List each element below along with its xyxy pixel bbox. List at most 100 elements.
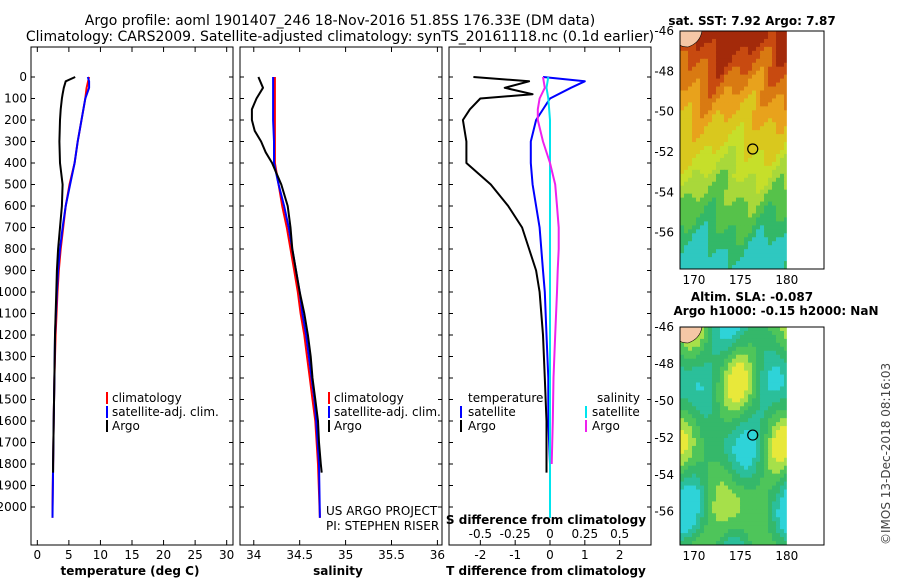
sst-map-cell xyxy=(688,205,693,211)
sla-map-cell xyxy=(772,489,777,495)
sla-map-cell xyxy=(776,457,781,463)
sst-map-cell xyxy=(752,54,757,60)
sst-map-cell xyxy=(716,185,721,191)
sst-map-cell xyxy=(688,253,693,258)
sst-map-cell xyxy=(700,201,705,207)
sst-map-cell xyxy=(764,173,769,179)
sla-map-cell xyxy=(752,501,757,506)
sst-map-cell xyxy=(760,110,765,115)
sla-map-cell xyxy=(712,457,717,463)
sst-map-cell xyxy=(764,261,769,266)
sla-map-cell xyxy=(772,481,777,487)
sla-map-cell xyxy=(760,529,765,534)
sst-map-cell xyxy=(692,130,697,135)
sla-map-cell xyxy=(760,541,765,545)
sst-map-cell xyxy=(692,169,697,175)
sla-map-cell xyxy=(728,414,733,419)
sst-map-cell xyxy=(736,126,741,131)
sla-map-cell xyxy=(692,350,697,356)
sst-map-cell xyxy=(692,150,697,155)
sla-map-cell xyxy=(732,521,737,526)
sst-map-cell xyxy=(728,90,733,96)
sst-map-cell xyxy=(748,78,753,84)
sla-map-cell xyxy=(760,437,765,443)
sst-map-cell xyxy=(680,134,685,139)
sst-map-cell xyxy=(760,42,765,48)
sst-map-cell xyxy=(752,153,757,159)
sst-map-cell xyxy=(708,70,713,76)
sla-map-cell xyxy=(732,426,737,431)
sst-map-cell xyxy=(684,185,689,191)
sst-map-cell xyxy=(704,253,709,258)
sst-map-cell xyxy=(724,161,729,167)
sla-map-cell xyxy=(688,346,693,352)
sst-map-cell xyxy=(752,241,757,246)
sla-map-cell xyxy=(720,422,725,427)
sst-map-cell xyxy=(736,130,741,135)
sst-map-cell xyxy=(748,165,753,171)
sla-map-cell xyxy=(696,533,701,538)
sla-map-cell xyxy=(780,390,785,395)
sst-map-cell xyxy=(744,70,749,76)
sst-map-cell xyxy=(748,110,753,115)
depth-tick-label: 300 xyxy=(4,135,27,149)
sst-map-cell xyxy=(704,209,709,215)
sla-map-cell xyxy=(720,449,725,455)
sst-map-cell xyxy=(708,249,713,254)
sst-map-cell xyxy=(732,197,737,203)
sla-map-cell xyxy=(716,414,721,419)
sst-map-cell xyxy=(772,157,777,163)
sst-map-cell xyxy=(756,205,761,211)
sst-map-cell xyxy=(776,98,781,103)
sla-map-cell xyxy=(764,457,769,463)
sla-map-cell xyxy=(716,517,721,522)
sst-map-cell xyxy=(704,126,709,131)
sst-map-cell xyxy=(724,205,729,211)
sla-map-cell xyxy=(688,422,693,427)
sla-map-cell xyxy=(740,327,745,332)
sst-map-cell xyxy=(748,38,753,44)
sla-map-cell xyxy=(728,418,733,423)
sst-map-cell xyxy=(756,157,761,163)
sla-map-cell xyxy=(756,441,761,447)
sla-map-cell xyxy=(692,505,697,510)
sst-map-cell xyxy=(736,66,741,72)
sst-map-cell xyxy=(768,142,773,147)
sst-map-cell xyxy=(748,241,753,246)
sst-map-cell xyxy=(732,138,737,143)
sst-map-cell xyxy=(692,74,697,80)
sla-map-cell xyxy=(712,481,717,487)
sst-map-cell xyxy=(776,217,781,222)
sla-map-cell xyxy=(764,453,769,459)
sla-map-cell xyxy=(768,477,773,483)
sla-map-cell xyxy=(764,461,769,467)
sla-map-cell xyxy=(708,505,713,510)
sst-map-cell xyxy=(768,146,773,151)
sla-map-cell xyxy=(720,457,725,463)
sla-map-cell xyxy=(732,406,737,411)
sla-map-cell xyxy=(724,497,729,502)
sla-map-cell xyxy=(680,437,685,443)
sst-map-cell xyxy=(764,42,769,48)
sst-map-cell xyxy=(684,130,689,135)
sst-map-cell xyxy=(720,78,725,84)
legend-label-s-argo: Argo xyxy=(592,419,620,433)
sst-map-cell xyxy=(772,82,777,88)
sla-map-cell xyxy=(700,449,705,455)
sla-map-cell xyxy=(720,469,725,475)
sla-map-cell xyxy=(736,445,741,451)
sla-map-cell xyxy=(752,449,757,455)
sst-map-cell xyxy=(748,86,753,92)
sst-map-cell xyxy=(768,122,773,127)
sst-map-cell xyxy=(696,237,701,242)
sla-map-cell xyxy=(740,521,745,526)
sst-map-cell xyxy=(704,134,709,139)
sst-map-cell xyxy=(708,46,713,52)
sla-map-cell xyxy=(740,370,745,376)
sla-map-cell xyxy=(744,418,749,423)
sst-map-cell xyxy=(784,42,789,48)
project-annotation: US ARGO PROJECT xyxy=(326,504,438,518)
sst-map-cell xyxy=(700,153,705,159)
sla-map-cell xyxy=(752,346,757,352)
sla-map-cell xyxy=(688,370,693,376)
